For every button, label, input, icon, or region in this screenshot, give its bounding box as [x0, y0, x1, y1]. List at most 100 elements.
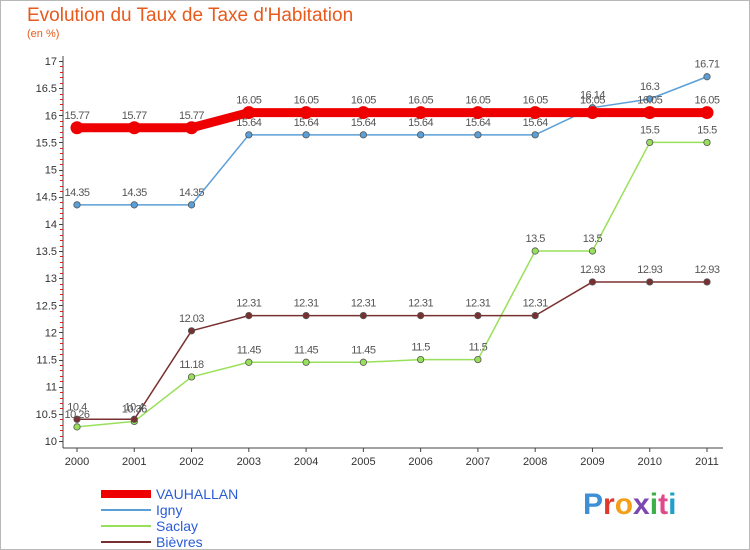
- series-line-igny: [76, 75, 708, 206]
- data-point: [302, 131, 310, 139]
- data-label: 15.77: [179, 110, 204, 122]
- data-label: 11.45: [294, 344, 319, 356]
- data-label: 15.64: [465, 117, 490, 129]
- x-tick-label: 2009: [580, 456, 604, 468]
- chart-title: Evolution du Taux de Taxe d'Habitation: [27, 5, 354, 26]
- legend-swatch: [101, 541, 151, 543]
- data-point: [185, 121, 199, 135]
- data-label: 10.4: [67, 401, 87, 413]
- data-label: 14.35: [179, 187, 204, 199]
- data-point: [130, 201, 138, 209]
- data-point: [643, 106, 657, 120]
- legend-label: VAUHALLAN: [156, 486, 239, 502]
- data-point: [474, 355, 482, 364]
- data-label: 16.05: [351, 95, 376, 107]
- legend-swatch: [101, 490, 151, 498]
- legend-item: Bièvres: [101, 534, 301, 549]
- data-point: [531, 311, 539, 320]
- data-point: [302, 311, 310, 320]
- data-label: 16.05: [236, 95, 261, 107]
- data-label: 14.35: [64, 187, 89, 199]
- data-label: 15.77: [64, 110, 89, 122]
- data-label: 16.05: [637, 95, 662, 107]
- y-tick-label: 14.5: [36, 192, 57, 204]
- x-tick-label: 2002: [179, 456, 203, 468]
- data-point: [187, 373, 196, 381]
- y-tick-label: 17: [45, 56, 57, 68]
- legend-item: Saclay: [101, 518, 301, 534]
- data-label: 15.64: [351, 117, 376, 129]
- data-label: 12.31: [408, 298, 433, 310]
- logo-letter: t: [658, 488, 669, 521]
- data-point: [187, 201, 196, 209]
- data-point: [531, 131, 539, 139]
- data-point: [70, 121, 84, 135]
- y-tick-label: 12.5: [36, 300, 57, 312]
- data-label: 16.05: [523, 95, 548, 107]
- data-point: [703, 138, 711, 147]
- data-point: [245, 131, 253, 139]
- data-point: [474, 131, 482, 139]
- data-point: [528, 106, 542, 120]
- logo-letter: i: [649, 488, 659, 521]
- y-tick-label: 15.5: [36, 137, 57, 149]
- data-point: [471, 106, 485, 120]
- x-tick-label: 2004: [294, 456, 318, 468]
- data-label: 10.26: [64, 409, 89, 421]
- data-label: 12.93: [694, 264, 719, 276]
- data-label: 15.64: [523, 117, 548, 129]
- y-tick-label: 12: [45, 327, 57, 339]
- data-point: [414, 106, 428, 120]
- legend-swatch: [101, 509, 151, 511]
- data-point: [127, 121, 141, 135]
- data-label: 15.64: [408, 117, 433, 129]
- data-point: [700, 106, 714, 120]
- data-point: [585, 106, 599, 120]
- data-label: 15.5: [697, 124, 717, 136]
- data-label: 12.31: [523, 298, 548, 310]
- y-tick-label: 11.5: [36, 355, 57, 367]
- data-point: [417, 355, 425, 364]
- logo-letter: x: [633, 488, 650, 521]
- x-tick-label: 2006: [408, 456, 432, 468]
- data-point: [646, 278, 654, 286]
- data-label: 11.5: [469, 342, 488, 354]
- data-point: [646, 95, 654, 103]
- data-label: 16.05: [694, 95, 719, 107]
- data-label: 16.71: [694, 59, 719, 71]
- data-point: [703, 278, 711, 286]
- data-point: [417, 311, 425, 320]
- y-tick-label: 13: [45, 273, 57, 285]
- data-label: 11.5: [411, 342, 430, 354]
- data-label: 13.5: [583, 233, 603, 245]
- data-label: 12.03: [179, 313, 204, 325]
- data-point: [245, 311, 253, 320]
- data-point: [130, 415, 138, 423]
- data-point: [73, 415, 81, 423]
- data-label: 13.5: [525, 233, 545, 245]
- data-point: [359, 311, 367, 320]
- data-point: [474, 311, 482, 320]
- data-label: 14.35: [122, 187, 147, 199]
- data-point: [356, 106, 370, 120]
- x-tick-label: 2000: [65, 456, 89, 468]
- legend-label: Saclay: [156, 518, 199, 534]
- data-label: 11.18: [179, 359, 204, 371]
- x-tick-label: 2011: [695, 456, 719, 468]
- data-label: 10.4: [125, 401, 145, 413]
- data-label: 16.14: [580, 90, 605, 102]
- data-point: [302, 358, 310, 366]
- data-point: [242, 106, 256, 120]
- x-tick-label: 2010: [637, 456, 661, 468]
- x-tick-label: 2007: [466, 456, 490, 468]
- data-point: [417, 131, 425, 139]
- data-point: [245, 358, 253, 366]
- series-line-bièvres: [76, 281, 708, 421]
- data-label: 12.31: [465, 298, 490, 310]
- data-point: [359, 131, 367, 139]
- data-label: 10.36: [122, 403, 147, 415]
- data-point: [703, 73, 711, 81]
- data-point: [359, 358, 367, 366]
- data-label: 12.31: [294, 298, 319, 310]
